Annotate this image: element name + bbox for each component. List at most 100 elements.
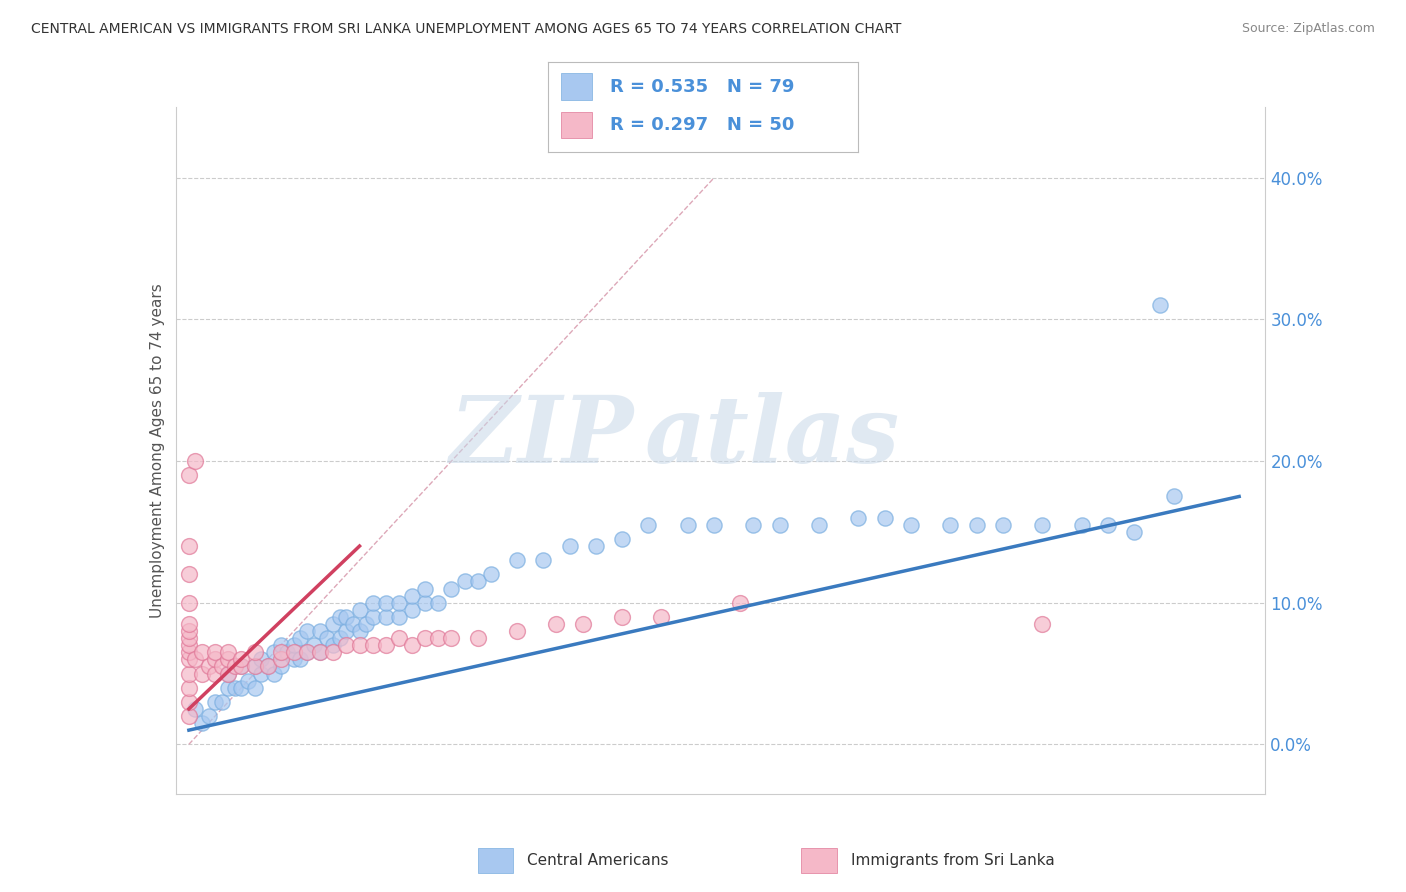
Point xyxy=(769,517,792,532)
Point xyxy=(467,574,489,589)
Point xyxy=(1123,524,1146,539)
Point xyxy=(873,510,896,524)
Point xyxy=(204,652,226,666)
Point xyxy=(231,652,253,666)
Point xyxy=(302,638,325,652)
Y-axis label: Unemployment Among Ages 65 to 74 years: Unemployment Among Ages 65 to 74 years xyxy=(149,283,165,618)
Point xyxy=(243,681,266,695)
Point xyxy=(217,645,239,659)
Point xyxy=(204,695,226,709)
Point xyxy=(401,589,423,603)
Point xyxy=(243,659,266,673)
Point xyxy=(388,631,411,645)
Point xyxy=(191,666,214,681)
Point xyxy=(427,596,450,610)
Point xyxy=(243,645,266,659)
Point xyxy=(479,567,502,582)
Point xyxy=(440,631,463,645)
Point xyxy=(270,638,292,652)
Text: Immigrants from Sri Lanka: Immigrants from Sri Lanka xyxy=(851,854,1054,868)
Point xyxy=(571,616,593,631)
Point xyxy=(243,659,266,673)
Point xyxy=(276,645,298,659)
Point xyxy=(217,666,239,681)
Point xyxy=(177,616,200,631)
Point xyxy=(263,666,285,681)
Point xyxy=(322,638,344,652)
Point xyxy=(315,631,337,645)
Point xyxy=(250,652,273,666)
Point xyxy=(610,610,633,624)
Point xyxy=(349,638,371,652)
Point xyxy=(177,652,200,666)
Point xyxy=(506,553,529,567)
Point xyxy=(440,582,463,596)
Point xyxy=(413,631,436,645)
Point xyxy=(467,631,489,645)
Point xyxy=(217,652,239,666)
Point xyxy=(427,631,450,645)
Point xyxy=(177,631,200,645)
Point xyxy=(1163,490,1185,504)
Point xyxy=(374,596,396,610)
Text: R = 0.535   N = 79: R = 0.535 N = 79 xyxy=(610,78,794,95)
Point xyxy=(184,652,207,666)
Point xyxy=(349,603,371,617)
Point xyxy=(184,454,207,468)
Point xyxy=(742,517,765,532)
Point xyxy=(290,652,312,666)
Point xyxy=(966,517,988,532)
Point xyxy=(184,702,207,716)
Text: ZIP: ZIP xyxy=(449,392,633,482)
Point xyxy=(295,624,318,638)
Point xyxy=(197,709,219,723)
Bar xyxy=(478,848,513,873)
Point xyxy=(263,645,285,659)
Point xyxy=(637,517,659,532)
Point xyxy=(335,610,357,624)
Point xyxy=(177,638,200,652)
Point xyxy=(354,616,377,631)
Point xyxy=(204,645,226,659)
Point xyxy=(546,616,568,631)
Point xyxy=(730,596,752,610)
Point xyxy=(177,666,200,681)
Point xyxy=(848,510,870,524)
Point xyxy=(295,645,318,659)
Point xyxy=(335,638,357,652)
Point xyxy=(342,616,364,631)
Point xyxy=(361,596,384,610)
Point xyxy=(335,624,357,638)
Point xyxy=(1149,298,1171,312)
Point xyxy=(283,638,305,652)
Point xyxy=(217,681,239,695)
Point xyxy=(236,673,259,688)
Point xyxy=(676,517,699,532)
Point xyxy=(231,659,253,673)
Point xyxy=(531,553,554,567)
Text: 80.0%: 80.0% xyxy=(1213,835,1265,853)
Point xyxy=(401,603,423,617)
Text: Central Americans: Central Americans xyxy=(527,854,669,868)
Point xyxy=(703,517,725,532)
Point xyxy=(939,517,962,532)
Point xyxy=(1031,616,1053,631)
Point xyxy=(900,517,922,532)
Point xyxy=(388,596,411,610)
Point xyxy=(309,624,332,638)
Bar xyxy=(561,112,592,138)
Point xyxy=(231,659,253,673)
Point xyxy=(177,567,200,582)
Point xyxy=(329,610,352,624)
Point xyxy=(1097,517,1119,532)
Point xyxy=(177,539,200,553)
Bar xyxy=(801,848,837,873)
Point xyxy=(177,596,200,610)
Point xyxy=(388,610,411,624)
Point xyxy=(413,596,436,610)
Point xyxy=(610,532,633,546)
Point xyxy=(374,638,396,652)
Text: atlas: atlas xyxy=(644,392,900,482)
Point xyxy=(991,517,1014,532)
Point xyxy=(558,539,581,553)
